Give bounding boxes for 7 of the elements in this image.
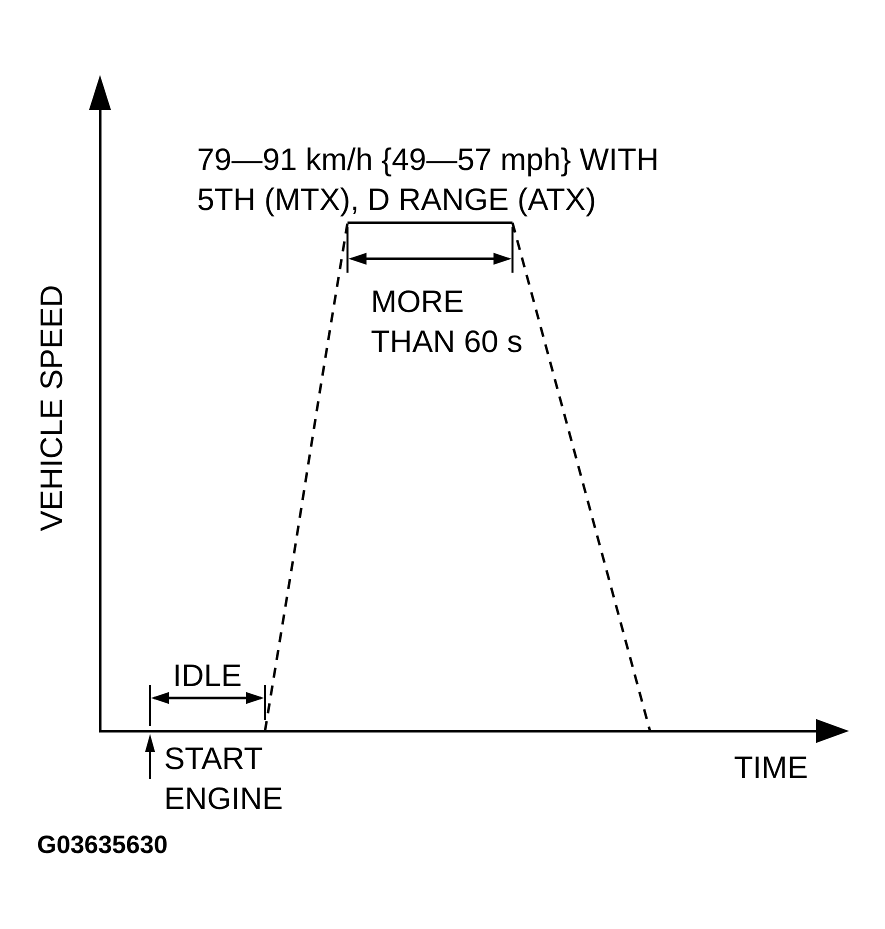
annotation: MORE THAN 60 s	[370, 282, 522, 361]
x-axis-title: TIME	[734, 749, 808, 787]
text: START ENGINE	[164, 740, 283, 818]
annotation: IDLE	[172, 657, 242, 695]
text: 79—91 km/h {49—57 mph} WITH 5TH (MTX), D RANGE (ATX)	[197, 141, 659, 220]
y-axis-title: VEHICLE SPEED	[33, 284, 70, 532]
text: G03635630	[37, 830, 168, 860]
